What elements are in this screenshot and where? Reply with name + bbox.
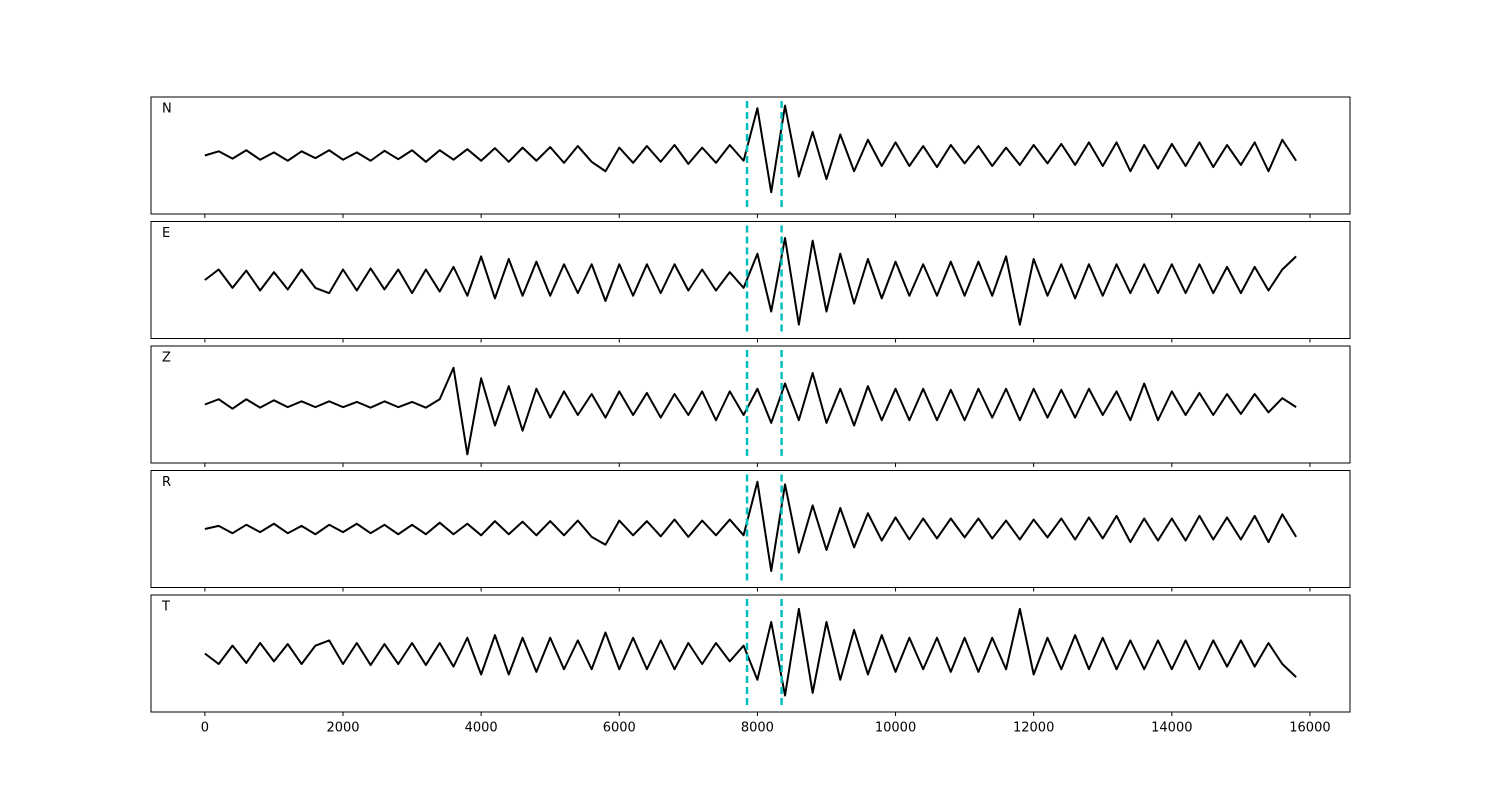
- trace: [204, 480, 1297, 572]
- x-tick-label: 10000: [875, 721, 916, 736]
- trace: [204, 366, 1297, 456]
- x-tick-label: 4000: [465, 721, 498, 736]
- panel-label: Z: [162, 351, 171, 366]
- panel-frame: [150, 594, 1351, 713]
- panel-frame: [150, 345, 1351, 464]
- x-tick-label: 8000: [741, 721, 774, 736]
- panel-label: R: [162, 475, 171, 490]
- panel-frame: [150, 221, 1351, 339]
- x-tick-label: 16000: [1289, 721, 1330, 736]
- trace: [204, 237, 1297, 326]
- x-tick-label: 2000: [326, 721, 359, 736]
- panel-frame: [150, 470, 1351, 588]
- trace: [204, 607, 1297, 697]
- x-tick-label: 12000: [1013, 721, 1054, 736]
- x-tick-label: 0: [201, 721, 209, 736]
- x-tick-label: 14000: [1151, 721, 1192, 736]
- x-tick-label: 6000: [603, 721, 636, 736]
- panel-frame: [150, 96, 1351, 215]
- panel-label: E: [162, 226, 170, 241]
- panel-label: T: [161, 600, 170, 615]
- trace: [204, 104, 1297, 194]
- panel-label: N: [162, 102, 172, 117]
